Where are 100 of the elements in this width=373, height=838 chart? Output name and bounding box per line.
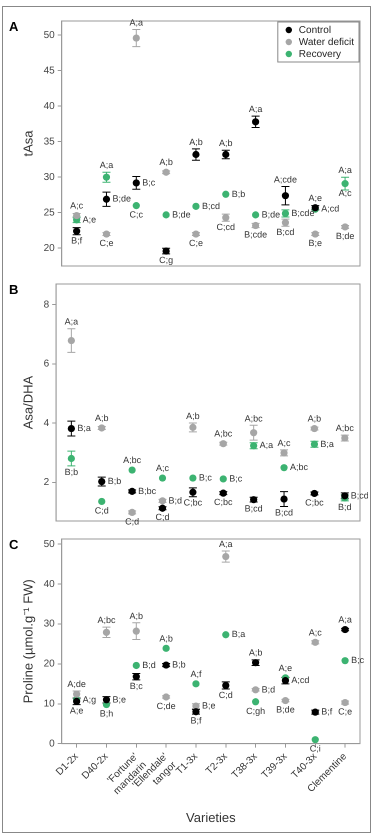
point [189, 474, 196, 482]
data-label: B;de [262, 209, 280, 220]
data-label: B;b [108, 476, 122, 486]
point [102, 196, 110, 203]
data-label: C;cd [216, 222, 236, 232]
data-label: A;b [159, 633, 173, 644]
point [68, 336, 75, 344]
text: C [9, 537, 19, 552]
data-label: A;bc [290, 462, 309, 472]
data-label: B;e [112, 694, 126, 704]
data-label: B;f [71, 236, 83, 246]
data-label: A;b [219, 138, 233, 148]
data-label: B;d [338, 502, 352, 512]
data-label: B;a [77, 423, 91, 434]
data-label: C;bc [305, 497, 324, 508]
data-label: B;b [64, 466, 78, 477]
data-label: C;d [125, 516, 140, 526]
y-axis-title: Proline (µmol.g⁻¹ FW) [20, 579, 36, 704]
y-tick-label: 2 [44, 477, 50, 488]
data-label: B;cd [275, 507, 294, 518]
point [68, 424, 75, 432]
data-label: C;d [155, 512, 170, 522]
data-label: B;c [229, 473, 243, 484]
y-tick-label: 6 [44, 358, 50, 370]
data-label: A;bc [244, 413, 264, 424]
data-label: A;b [308, 414, 322, 424]
data-label: A;a [260, 440, 274, 450]
data-label: B;b [232, 188, 246, 199]
y-tick-label: 4 [44, 418, 50, 429]
legend-label: Recovery [298, 48, 342, 60]
point [220, 475, 227, 483]
data-label: A;b [186, 410, 200, 421]
y-tick-label: 30 [44, 618, 56, 630]
annotation: A;c [338, 188, 352, 198]
point [132, 662, 140, 670]
data-label: B;e [308, 238, 322, 248]
y-tick-label: 40 [44, 100, 56, 112]
data-label: A;e [70, 706, 84, 716]
data-label: A;c [156, 463, 170, 474]
data-label: A;bc [123, 455, 142, 466]
data-label: C;bc [214, 497, 234, 508]
data-label: B;c [351, 655, 365, 666]
data-label: B;c [142, 177, 156, 188]
point [250, 429, 258, 436]
data-label: C;e [188, 238, 203, 248]
data-label: A;a [248, 104, 262, 114]
y-tick-label: 25 [44, 207, 56, 218]
data-label: A;e [82, 214, 96, 224]
data-label: B;cde [291, 208, 314, 218]
point [98, 498, 106, 506]
y-axis-title: tAsa [20, 130, 36, 157]
point [341, 657, 349, 664]
point [162, 211, 170, 218]
x-axis-title: Varieties [186, 810, 236, 825]
point [252, 698, 260, 706]
data-label: B;de [276, 704, 295, 715]
data-label: A;b [248, 648, 262, 658]
legend-label: Control [298, 24, 332, 36]
data-label: B;a [232, 629, 246, 640]
data-label: C;g [159, 255, 174, 266]
data-label: B;de [336, 230, 354, 241]
data-label: C;de [156, 700, 176, 711]
data-label: B;cd [244, 504, 263, 514]
data-label: B;d [168, 495, 182, 506]
data-label: A;cd [321, 204, 340, 214]
y-tick-label: 50 [44, 30, 56, 41]
data-label: C;d [218, 690, 233, 700]
data-label: A;a [338, 165, 352, 176]
data-label: B;a [320, 438, 334, 449]
data-label: B;d [262, 684, 276, 694]
point [192, 680, 200, 688]
data-label: A;c [308, 627, 322, 638]
data-label: B;cd [276, 227, 294, 238]
data-label: B;de [112, 194, 131, 204]
data-label: B;bc [138, 486, 157, 496]
data-label: B;cd [350, 490, 369, 500]
data-label: A;a [130, 18, 144, 28]
data-label: A;cde [274, 174, 297, 184]
data-label: B;de [172, 209, 191, 220]
text: B [9, 282, 18, 298]
data-label: A;a [100, 160, 114, 170]
data-label: A;de [67, 678, 86, 689]
data-label: A;e [278, 662, 292, 673]
data-label: A;e [308, 192, 322, 203]
point [252, 211, 260, 218]
data-label: A;a [219, 538, 233, 549]
point [280, 464, 288, 472]
point [132, 628, 140, 635]
point [132, 202, 140, 210]
data-label: B;f [321, 706, 333, 717]
data-label: A;b [130, 610, 144, 621]
data-label: A;a [338, 614, 352, 625]
y-tick-label: 20 [44, 242, 56, 254]
data-label: C;e [99, 238, 114, 248]
data-label: B;e [202, 700, 216, 711]
data-label: A;bc [214, 428, 233, 439]
data-label: A;bc [336, 423, 354, 434]
point [132, 34, 140, 42]
y-tick-label: 8 [44, 299, 50, 310]
point [158, 474, 166, 482]
